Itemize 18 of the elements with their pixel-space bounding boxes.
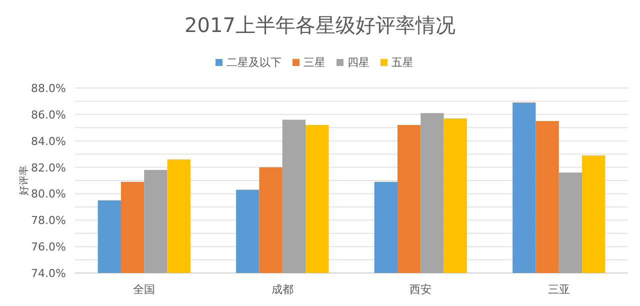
- x-tick-label: 成都: [271, 283, 294, 296]
- y-tick-label: 76.0%: [31, 240, 66, 254]
- legend-label: 四星: [348, 56, 370, 69]
- x-tick-label: 西安: [410, 283, 432, 296]
- y-tick-label: 84.0%: [31, 134, 66, 148]
- y-tick-label: 88.0%: [31, 82, 66, 95]
- x-tick-label: 三亚: [548, 283, 570, 296]
- y-tick-label: 74.0%: [31, 267, 66, 280]
- y-axis-title: 好评率: [18, 166, 30, 196]
- y-tick-label: 82.0%: [31, 161, 66, 174]
- legend-label: 三星: [304, 56, 326, 69]
- x-tick-label: 全国: [133, 283, 156, 296]
- legend-label: 五星: [392, 56, 414, 69]
- chart-title: 2017上半年各星级好评率情况: [184, 13, 456, 37]
- y-tick-label: 86.0%: [31, 108, 66, 122]
- y-tick-label: 78.0%: [31, 214, 66, 228]
- legend-label: 二星及以下: [226, 56, 282, 69]
- y-tick-label: 80.0%: [31, 188, 66, 201]
